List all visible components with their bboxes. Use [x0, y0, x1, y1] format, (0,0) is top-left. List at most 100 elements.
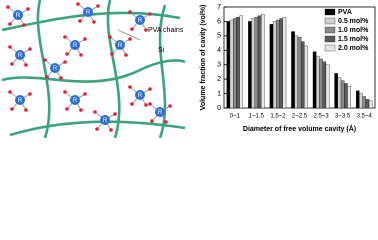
si-atom [92, 20, 96, 24]
bar [344, 83, 348, 109]
si-atom [76, 2, 80, 6]
polymer-chain [106, 0, 121, 138]
si-atom [113, 112, 117, 116]
r-node-label: R [18, 98, 23, 104]
r-node-label: R [118, 43, 123, 49]
y-tick-label: 3 [217, 62, 221, 69]
bar [316, 55, 320, 109]
y-tick-label: 7 [217, 4, 221, 11]
si-atom [10, 62, 14, 66]
r-node [70, 40, 80, 50]
bar [337, 77, 342, 109]
x-tick-label: 2~2.5 [292, 114, 308, 120]
si-atom [28, 47, 32, 51]
si-atom [22, 23, 26, 27]
si-atom [128, 10, 132, 14]
bar [282, 16, 287, 109]
r-node [70, 95, 80, 105]
r-node-label: R [73, 43, 78, 49]
bar [254, 16, 259, 109]
si-atom [43, 58, 47, 62]
r-node-label: R [18, 53, 23, 59]
legend-label: 0.5 mol% [338, 18, 369, 25]
legend-swatch [324, 17, 336, 25]
bar [233, 18, 237, 109]
r-node [100, 115, 110, 125]
bar [334, 73, 338, 109]
figure: PVA chains Si R R R R R R R R R R R R 0 1 2 3 4 5 6 7 Volum… [1, 0, 376, 138]
si-atom [63, 35, 67, 39]
bar [359, 93, 363, 109]
bar [272, 21, 277, 109]
si-atom [109, 128, 113, 132]
bar [297, 37, 302, 109]
si-atom [108, 35, 112, 39]
chain-label: PVA chains [148, 27, 184, 34]
bar [261, 14, 265, 109]
bar [236, 16, 240, 109]
legend-label: 1.5 mol% [338, 36, 369, 43]
si-atom [65, 52, 69, 56]
si-atom [28, 92, 32, 96]
si-atom [130, 27, 134, 31]
si-atom [59, 76, 63, 80]
si-atom [8, 90, 12, 94]
polymer-chain [1, 59, 186, 83]
bar [319, 58, 323, 109]
x-tick-label: 1.5~2 [270, 114, 286, 120]
si-atom [8, 45, 12, 49]
si-atom [144, 103, 148, 107]
si-atom [168, 104, 172, 108]
bar [365, 99, 370, 109]
legend-swatch [324, 35, 336, 43]
x-tick-label: 0~1 [230, 114, 241, 120]
si-atom [93, 110, 97, 114]
legend-label: 1.0 mol% [338, 27, 369, 34]
r-node-label: R [73, 98, 78, 104]
si-atom [83, 92, 87, 96]
si-atom [128, 37, 132, 41]
si-atom [8, 22, 12, 26]
si-atom [24, 108, 28, 112]
legend-label: PVA [338, 9, 352, 16]
y-axis-title: Volume fraction of cavity (vol%) [200, 5, 207, 111]
bar [291, 31, 295, 109]
x-tick-label: 3~3.5 [335, 114, 351, 120]
y-tick-label: 4 [217, 47, 221, 54]
polymer-chain [9, 120, 186, 137]
si-atom [65, 107, 69, 111]
bar [257, 15, 262, 109]
r-node-label: R [158, 110, 163, 116]
si-atom [148, 87, 152, 91]
y-tick-label: 1 [217, 90, 221, 97]
si-atom [130, 102, 134, 106]
r-node-label: R [53, 66, 58, 72]
bar [312, 51, 317, 109]
y-tick-label: 5 [217, 33, 221, 40]
si-label: Si [158, 47, 165, 54]
r-node [50, 63, 60, 73]
bar [279, 18, 283, 109]
legend-swatch [324, 8, 336, 16]
bar [251, 18, 255, 109]
si-atom [45, 75, 49, 79]
r-node-label: R [16, 13, 21, 19]
r-node-label: R [103, 118, 108, 124]
bar [248, 21, 252, 109]
x-tick-label: 2.5~3 [313, 114, 329, 120]
si-atom [124, 53, 128, 57]
r-node-label: R [138, 18, 143, 24]
bar [368, 100, 373, 109]
si-atom [6, 5, 10, 9]
si-atom [95, 127, 99, 131]
legend-swatch [324, 44, 336, 52]
si-atom [150, 119, 154, 123]
x-tick-label: 1~1.5 [249, 114, 265, 120]
si-atom [96, 4, 100, 8]
si-atom [128, 85, 132, 89]
r-node [135, 90, 145, 100]
r-node [13, 10, 23, 20]
si-atom [63, 90, 67, 94]
r-node [115, 40, 125, 50]
bar [276, 19, 280, 109]
